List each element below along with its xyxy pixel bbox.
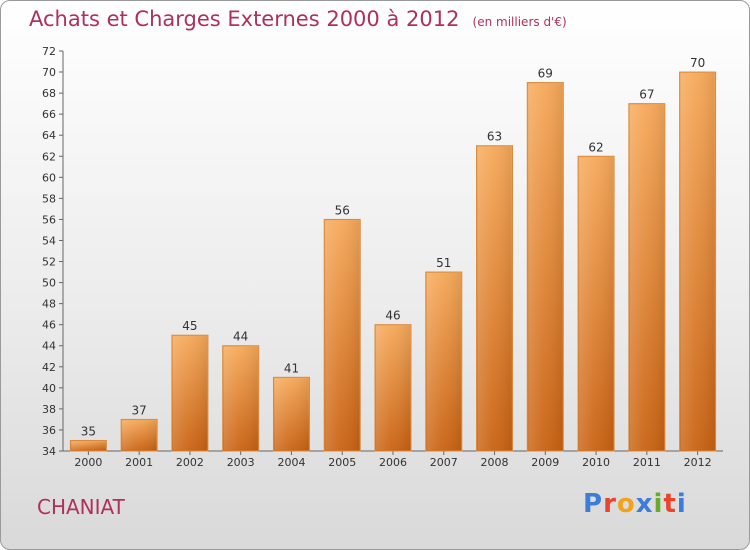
- y-tick-label: 68: [42, 87, 56, 100]
- bar-shine: [579, 157, 614, 450]
- bar-shine: [223, 346, 258, 450]
- commune-name: CHANIAT: [37, 495, 125, 519]
- bar-shine: [172, 336, 207, 450]
- y-tick-label: 36: [42, 424, 56, 437]
- logo-letter: r: [603, 489, 617, 519]
- y-tick-label: 58: [42, 192, 56, 205]
- x-tick-label: 2007: [430, 456, 458, 469]
- x-tick-label: 2000: [74, 456, 102, 469]
- bar-shine: [71, 441, 106, 450]
- y-tick-label: 34: [42, 445, 56, 458]
- x-tick-label: 2008: [481, 456, 509, 469]
- chart-title: Achats et Charges Externes 2000 à 2012: [29, 7, 460, 31]
- data-label-2009: 69: [538, 67, 553, 81]
- y-tick-label: 56: [42, 213, 56, 226]
- logo-letter: P: [583, 489, 604, 519]
- y-tick-label: 42: [42, 361, 56, 374]
- data-label-2005: 56: [335, 203, 350, 217]
- logo-letter: t: [663, 489, 677, 519]
- data-label-2002: 45: [182, 319, 197, 333]
- x-tick-label: 2005: [328, 456, 356, 469]
- bars: [69, 71, 717, 452]
- data-label-2001: 37: [132, 403, 147, 417]
- bar-shine: [477, 146, 512, 450]
- bar-shine: [426, 273, 461, 450]
- y-tick-label: 50: [42, 277, 56, 290]
- x-tick-label: 2011: [633, 456, 661, 469]
- data-label-2012: 70: [690, 56, 705, 70]
- data-label-2011: 67: [639, 88, 654, 102]
- y-tick-label: 66: [42, 108, 56, 121]
- data-label-2008: 63: [487, 130, 502, 144]
- bar-shine: [680, 73, 715, 450]
- logo-letter: x: [635, 489, 654, 519]
- data-label-2006: 46: [385, 309, 400, 323]
- x-tick-label: 2004: [277, 456, 305, 469]
- x-tick-label: 2006: [379, 456, 407, 469]
- y-tick-label: 40: [42, 382, 56, 395]
- y-tick-label: 52: [42, 256, 56, 269]
- bar-shine: [274, 378, 309, 450]
- bar-shine: [629, 104, 664, 450]
- bar-shine: [528, 83, 563, 450]
- x-tick-label: 2012: [684, 456, 712, 469]
- bar-shine: [325, 220, 360, 450]
- chart-unit: (en milliers d'€): [472, 15, 567, 29]
- proxiti-logo[interactable]: Proxiti: [583, 489, 687, 519]
- x-tick-label: 2003: [227, 456, 255, 469]
- bar-shine: [376, 325, 410, 450]
- chart-title-block: Achats et Charges Externes 2000 à 2012 (…: [29, 7, 567, 31]
- x-tick-label: 2009: [531, 456, 559, 469]
- y-tick-label: 70: [42, 66, 56, 79]
- y-tick-label: 44: [42, 340, 56, 353]
- y-tick-label: 48: [42, 298, 56, 311]
- data-label-2007: 51: [436, 256, 451, 270]
- logo-letter: o: [616, 489, 636, 519]
- x-tick-label: 2002: [176, 456, 204, 469]
- y-tick-label: 72: [42, 45, 56, 58]
- y-tick-label: 54: [42, 234, 56, 247]
- data-label-2010: 62: [588, 140, 603, 154]
- logo-letter: i: [676, 489, 687, 519]
- bar-shine: [122, 420, 157, 450]
- y-tick-label: 62: [42, 150, 56, 163]
- y-tick-label: 60: [42, 171, 56, 184]
- data-label-2003: 44: [233, 330, 248, 344]
- x-tick-label: 2001: [125, 456, 153, 469]
- data-label-2004: 41: [284, 361, 299, 375]
- data-label-2000: 35: [81, 424, 96, 438]
- y-tick-label: 46: [42, 319, 56, 332]
- logo-letter: i: [653, 489, 664, 519]
- y-tick-label: 38: [42, 403, 56, 416]
- x-tick-label: 2010: [582, 456, 610, 469]
- axes: 34 36 38 40 42 44 46 48 50 52 54 56 58 60 62 64 66 68 70 72…: [42, 45, 723, 469]
- data-labels: 35 37 45 44 41 56 46 51 63 69 62 67 70: [81, 56, 706, 438]
- y-tick-label: 64: [42, 129, 56, 142]
